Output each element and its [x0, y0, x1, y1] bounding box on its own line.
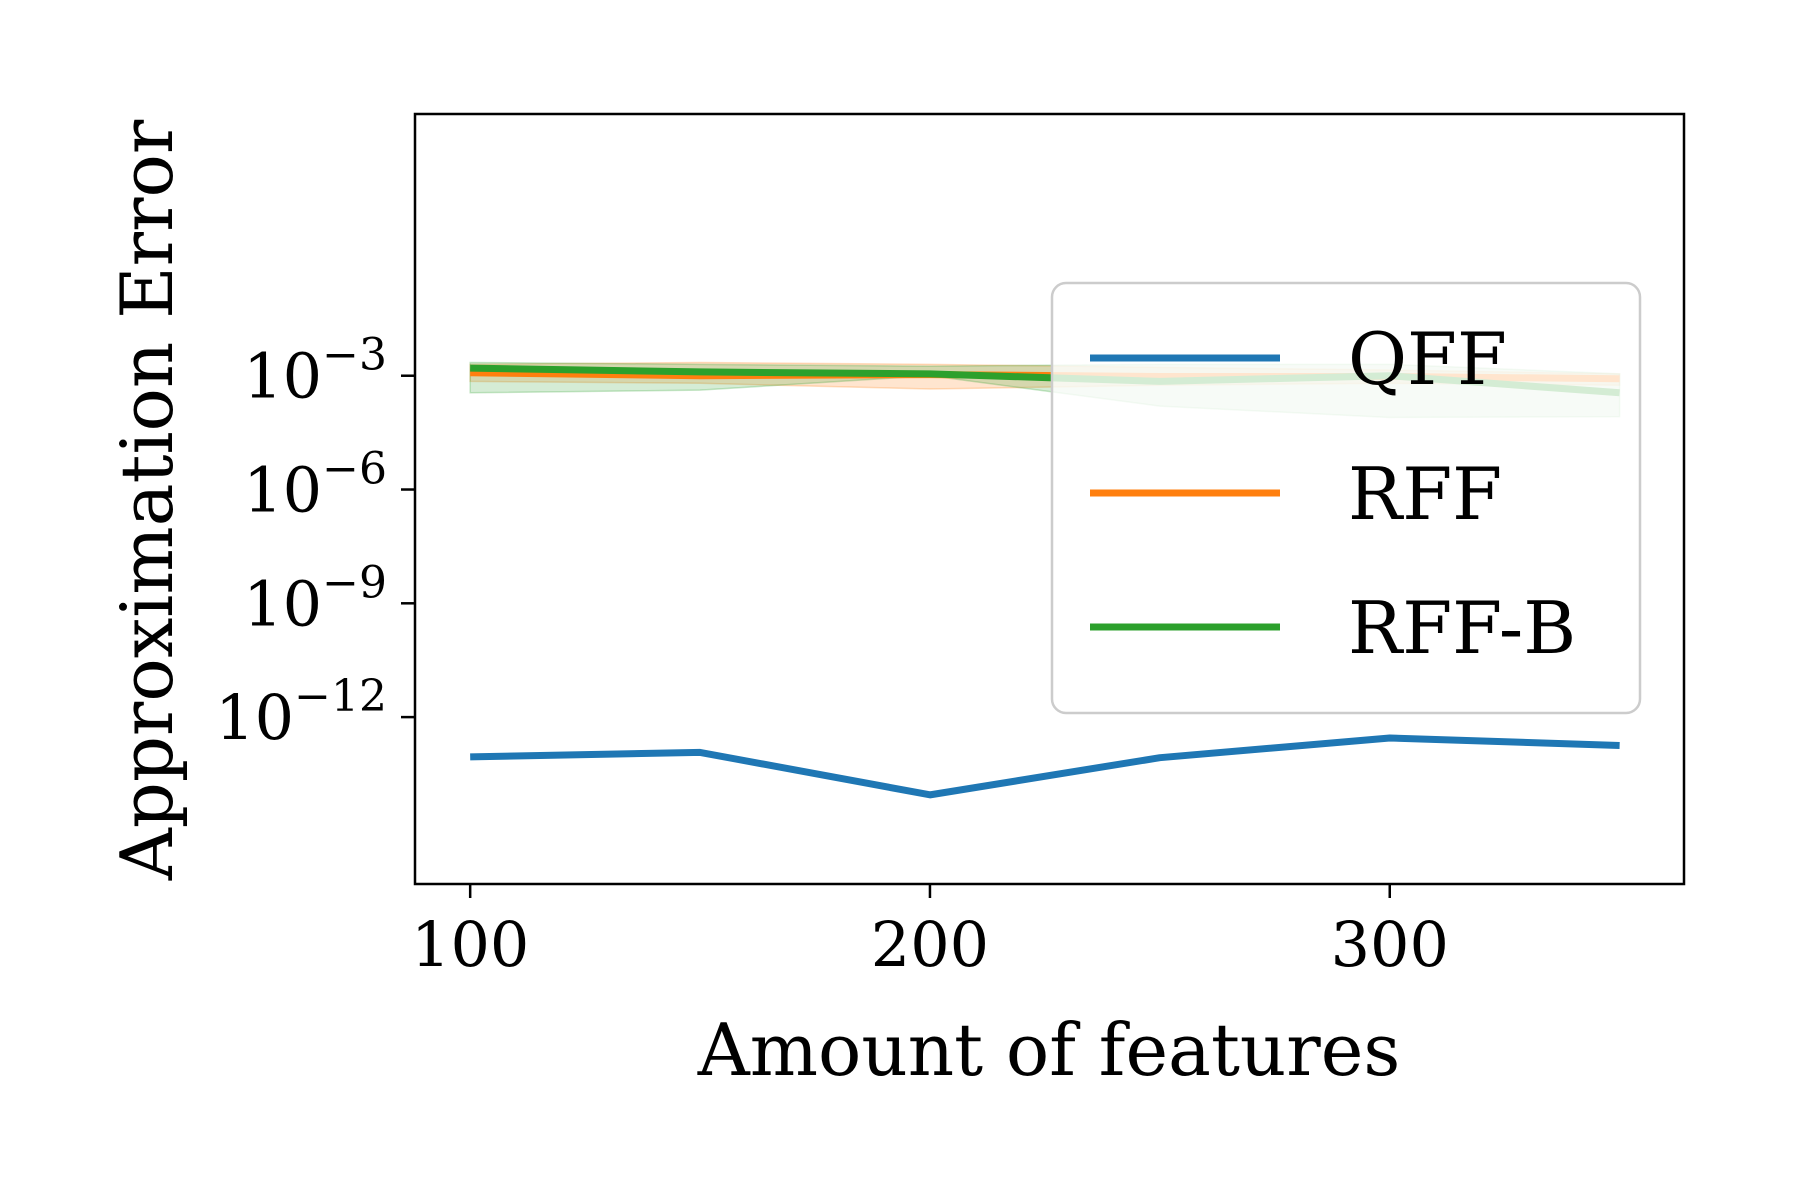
plot-frame	[413, 112, 1686, 886]
y-axis-label: Approximation Error	[105, 119, 189, 881]
legend-label-rff-b: RFF-B	[1348, 586, 1576, 670]
x-axis-label: Amount of features	[697, 1008, 1401, 1092]
x-tick-label: 100	[411, 908, 529, 981]
legend: QFF RFF RFF-B	[1050, 281, 1642, 715]
y-tick-label: 10−12	[215, 671, 387, 754]
legend-label-rff: RFF	[1348, 452, 1502, 536]
legend-label-qff: QFF	[1348, 317, 1507, 401]
x-tick-label: 300	[1331, 908, 1449, 981]
series-line-qff	[470, 734, 1620, 799]
x-axis-ticks: 100 200 300	[411, 884, 1449, 981]
y-axis-ticks: 10−3 10−6 10−9 10−12	[215, 330, 415, 754]
legend-box	[1050, 281, 1642, 715]
y-tick-label: 10−9	[243, 557, 387, 640]
x-tick-label: 200	[871, 908, 989, 981]
y-tick-label: 10−6	[243, 444, 387, 527]
y-tick-label: 10−3	[243, 330, 387, 413]
